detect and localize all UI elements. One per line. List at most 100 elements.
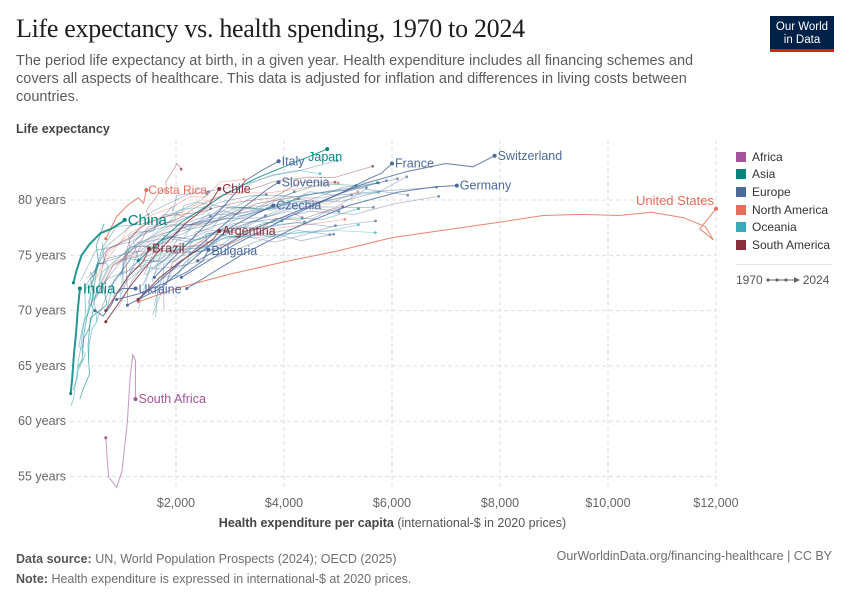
series-end-point-japan[interactable] xyxy=(325,147,330,152)
series-start-point-switzerland[interactable] xyxy=(196,259,200,263)
series-endpoint xyxy=(356,190,360,194)
series-end-point-switzerland[interactable] xyxy=(492,153,497,158)
background-series-line xyxy=(120,193,208,277)
legend-label: North America xyxy=(752,202,829,217)
series-endpoint xyxy=(293,190,296,194)
series-endpoint xyxy=(437,195,441,198)
series-end-point-france[interactable] xyxy=(390,161,394,166)
series-start-point-italy[interactable] xyxy=(152,275,156,279)
series-line-costa-rica[interactable] xyxy=(105,189,147,239)
series-label-ukraine[interactable]: Ukraine xyxy=(139,283,182,297)
series-start-point-japan[interactable] xyxy=(136,259,140,263)
series-end-point-india[interactable] xyxy=(77,286,82,291)
legend-item-north-america[interactable]: North America xyxy=(736,201,832,219)
series-start-point-germany[interactable] xyxy=(185,287,189,290)
series-end-point-ukraine[interactable] xyxy=(133,286,138,291)
series-line-ukraine[interactable] xyxy=(94,288,136,317)
series-label-united-states[interactable]: United States xyxy=(636,193,715,208)
series-line-south-africa[interactable] xyxy=(105,353,136,489)
series-start-point-argentina[interactable] xyxy=(136,298,140,301)
time-legend[interactable]: 1970 2024 xyxy=(736,273,832,287)
legend-item-europe[interactable]: Europe xyxy=(736,183,832,201)
series-line-italy[interactable] xyxy=(154,160,279,278)
series-end-point-germany[interactable] xyxy=(454,183,459,188)
series-line-india[interactable] xyxy=(69,288,81,394)
series-start-point-bulgaria[interactable] xyxy=(115,298,119,301)
series-label-czechia[interactable]: Czechia xyxy=(276,199,321,213)
legend-label: Asia xyxy=(752,167,776,182)
series-end-point-united-states[interactable] xyxy=(714,206,718,211)
series-end-point-bulgaria[interactable] xyxy=(206,247,211,252)
series-line-china[interactable] xyxy=(72,219,126,284)
series-label-japan[interactable]: Japan xyxy=(308,150,342,164)
series-start-point-czechia[interactable] xyxy=(125,303,129,307)
grid xyxy=(70,140,717,490)
series-line-slovenia[interactable] xyxy=(137,181,279,300)
series-endpoint xyxy=(264,193,268,196)
series-end-point-south-africa[interactable] xyxy=(133,397,138,402)
chart-title: Life expectancy vs. health spending, 197… xyxy=(16,14,525,43)
series-label-china[interactable]: China xyxy=(128,212,168,229)
series-line-france[interactable] xyxy=(181,163,393,278)
series-line-czechia[interactable] xyxy=(127,205,274,306)
series-end-point-china[interactable] xyxy=(122,217,127,222)
series-label-brazil[interactable]: Brazil xyxy=(152,241,185,256)
legend-item-oceania[interactable]: Oceania xyxy=(736,218,832,236)
legend-item-asia[interactable]: Asia xyxy=(736,166,832,184)
series-end-point-chile[interactable] xyxy=(217,186,222,191)
series-start-point-united-states[interactable] xyxy=(136,300,140,304)
series-line-argentina[interactable] xyxy=(137,230,220,300)
series-label-costa-rica[interactable]: Costa Rica xyxy=(148,183,207,197)
owid-logo[interactable]: Our World in Data xyxy=(770,16,834,52)
series-end-point-costa-rica[interactable] xyxy=(144,188,149,192)
background-series-line xyxy=(112,233,334,297)
series-label-switzerland[interactable]: Switzerland xyxy=(498,149,563,163)
series-label-bulgaria[interactable]: Bulgaria xyxy=(211,244,257,258)
series-start-point-ukraine[interactable] xyxy=(93,309,97,313)
series-label-argentina[interactable]: Argentina xyxy=(222,224,276,238)
series-label-italy[interactable]: Italy xyxy=(282,154,306,168)
series-line-japan[interactable] xyxy=(137,148,328,262)
series-start-point-costa-rica[interactable] xyxy=(104,237,108,241)
series-end-point-brazil[interactable] xyxy=(147,246,151,251)
series-endpoint xyxy=(377,190,380,194)
series-line-chile[interactable] xyxy=(105,188,220,322)
series-endpoint xyxy=(207,190,210,194)
legend-item-south-america[interactable]: South America xyxy=(736,236,832,254)
series-label-south-africa[interactable]: South Africa xyxy=(139,392,206,406)
legend-swatch xyxy=(736,239,746,250)
series-lines xyxy=(69,147,718,489)
background-series-line xyxy=(125,162,182,308)
background-series-line xyxy=(152,206,374,315)
series-end-point-czechia[interactable] xyxy=(271,203,276,208)
series-start-point-china[interactable] xyxy=(71,281,75,285)
series-start-point-chile[interactable] xyxy=(104,320,108,324)
series-line-germany[interactable] xyxy=(186,185,457,289)
series-start-point-france[interactable] xyxy=(179,275,183,279)
series-label-chile[interactable]: Chile xyxy=(222,182,251,196)
series-line-united-states[interactable] xyxy=(138,208,717,303)
series-line-switzerland[interactable] xyxy=(197,155,495,262)
series-endpoint xyxy=(209,215,212,218)
series-label-germany[interactable]: Germany xyxy=(460,179,512,193)
legend-item-africa[interactable]: Africa xyxy=(736,148,832,166)
background-series-line xyxy=(133,187,209,269)
series-end-point-italy[interactable] xyxy=(276,159,281,164)
series-label-india[interactable]: India xyxy=(83,281,116,298)
series-end-point-slovenia[interactable] xyxy=(276,180,281,185)
series-endpoint xyxy=(406,193,410,197)
series-start-point-india[interactable] xyxy=(69,392,73,396)
series-start-point-south-africa[interactable] xyxy=(104,436,108,440)
source-url-link[interactable]: OurWorldinData.org/financing-healthcare … xyxy=(556,549,832,563)
series-label-slovenia[interactable]: Slovenia xyxy=(282,175,330,189)
y-tick-label: 55 years xyxy=(18,470,66,484)
time-start: 1970 xyxy=(736,272,763,287)
time-end: 2024 xyxy=(802,272,830,287)
legend-swatch xyxy=(736,186,746,197)
series-line-bulgaria[interactable] xyxy=(116,249,209,300)
series-label-france[interactable]: France xyxy=(395,157,434,171)
series-end-point-argentina[interactable] xyxy=(217,229,222,233)
background-series-line xyxy=(96,178,245,279)
y-tick-label: 75 years xyxy=(18,248,66,262)
